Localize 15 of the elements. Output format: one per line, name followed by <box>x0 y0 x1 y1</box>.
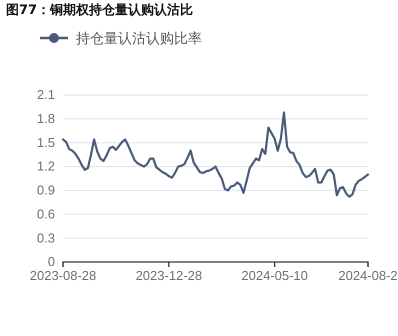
y-tick-label: 1.8 <box>36 111 55 126</box>
y-tick-label: 0.9 <box>36 182 55 198</box>
y-tick-label: 2.1 <box>36 87 55 102</box>
line-series <box>62 111 370 198</box>
legend-label: 持仓量认沽认购比率 <box>76 31 202 47</box>
y-tick-label: 0.3 <box>36 230 55 246</box>
chart-title: 图77：铜期权持仓量认购认沽比 <box>6 3 194 18</box>
y-tick-label: 0.6 <box>36 206 55 222</box>
y-tick-label: 1.2 <box>36 158 55 174</box>
y-tick-label: 0 <box>48 254 55 270</box>
x-tick-label: 2023-08-28 <box>30 268 96 284</box>
x-tick-label: 2024-05-10 <box>241 268 308 284</box>
y-tick-label: 1.5 <box>36 134 55 150</box>
x-tick-label: 2023-12-28 <box>136 268 202 284</box>
x-tick-label: 2024-08-2 <box>338 268 398 284</box>
